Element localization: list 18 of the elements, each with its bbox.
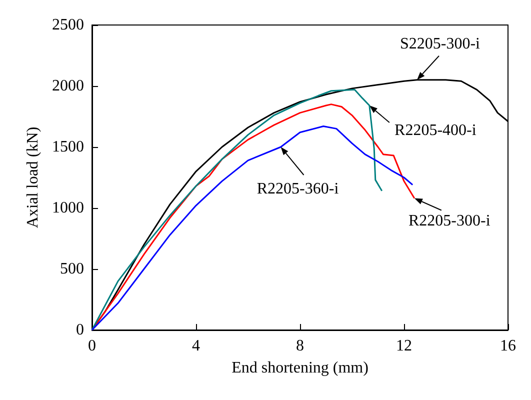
line-series — [91, 88, 383, 331]
y-tick-label: 2000 — [52, 78, 84, 94]
y-tick-label: 1500 — [52, 138, 84, 156]
annotation: S2205-300-i — [400, 35, 481, 52]
x-tick-label: 16 — [500, 338, 516, 354]
y-tick-label: 1000 — [52, 200, 84, 216]
annotation: R2205-300-i — [408, 212, 491, 230]
y-tick-label: 0 — [76, 322, 84, 338]
annotation: R2205-400-i — [394, 122, 477, 140]
y-tick-label: 2500 — [52, 16, 84, 34]
x-axis-title: End shortening (mm) — [232, 360, 368, 376]
y-axis-title: Axial load (kN) — [24, 126, 42, 228]
x-tick-label: 8 — [296, 338, 304, 354]
annotation: R2205-360-i — [256, 180, 340, 198]
x-tick-label: 12 — [396, 338, 412, 354]
x-tick-label: 0 — [88, 338, 96, 354]
x-tick-label: 4 — [192, 338, 200, 354]
y-tick-label: 500 — [60, 260, 84, 278]
